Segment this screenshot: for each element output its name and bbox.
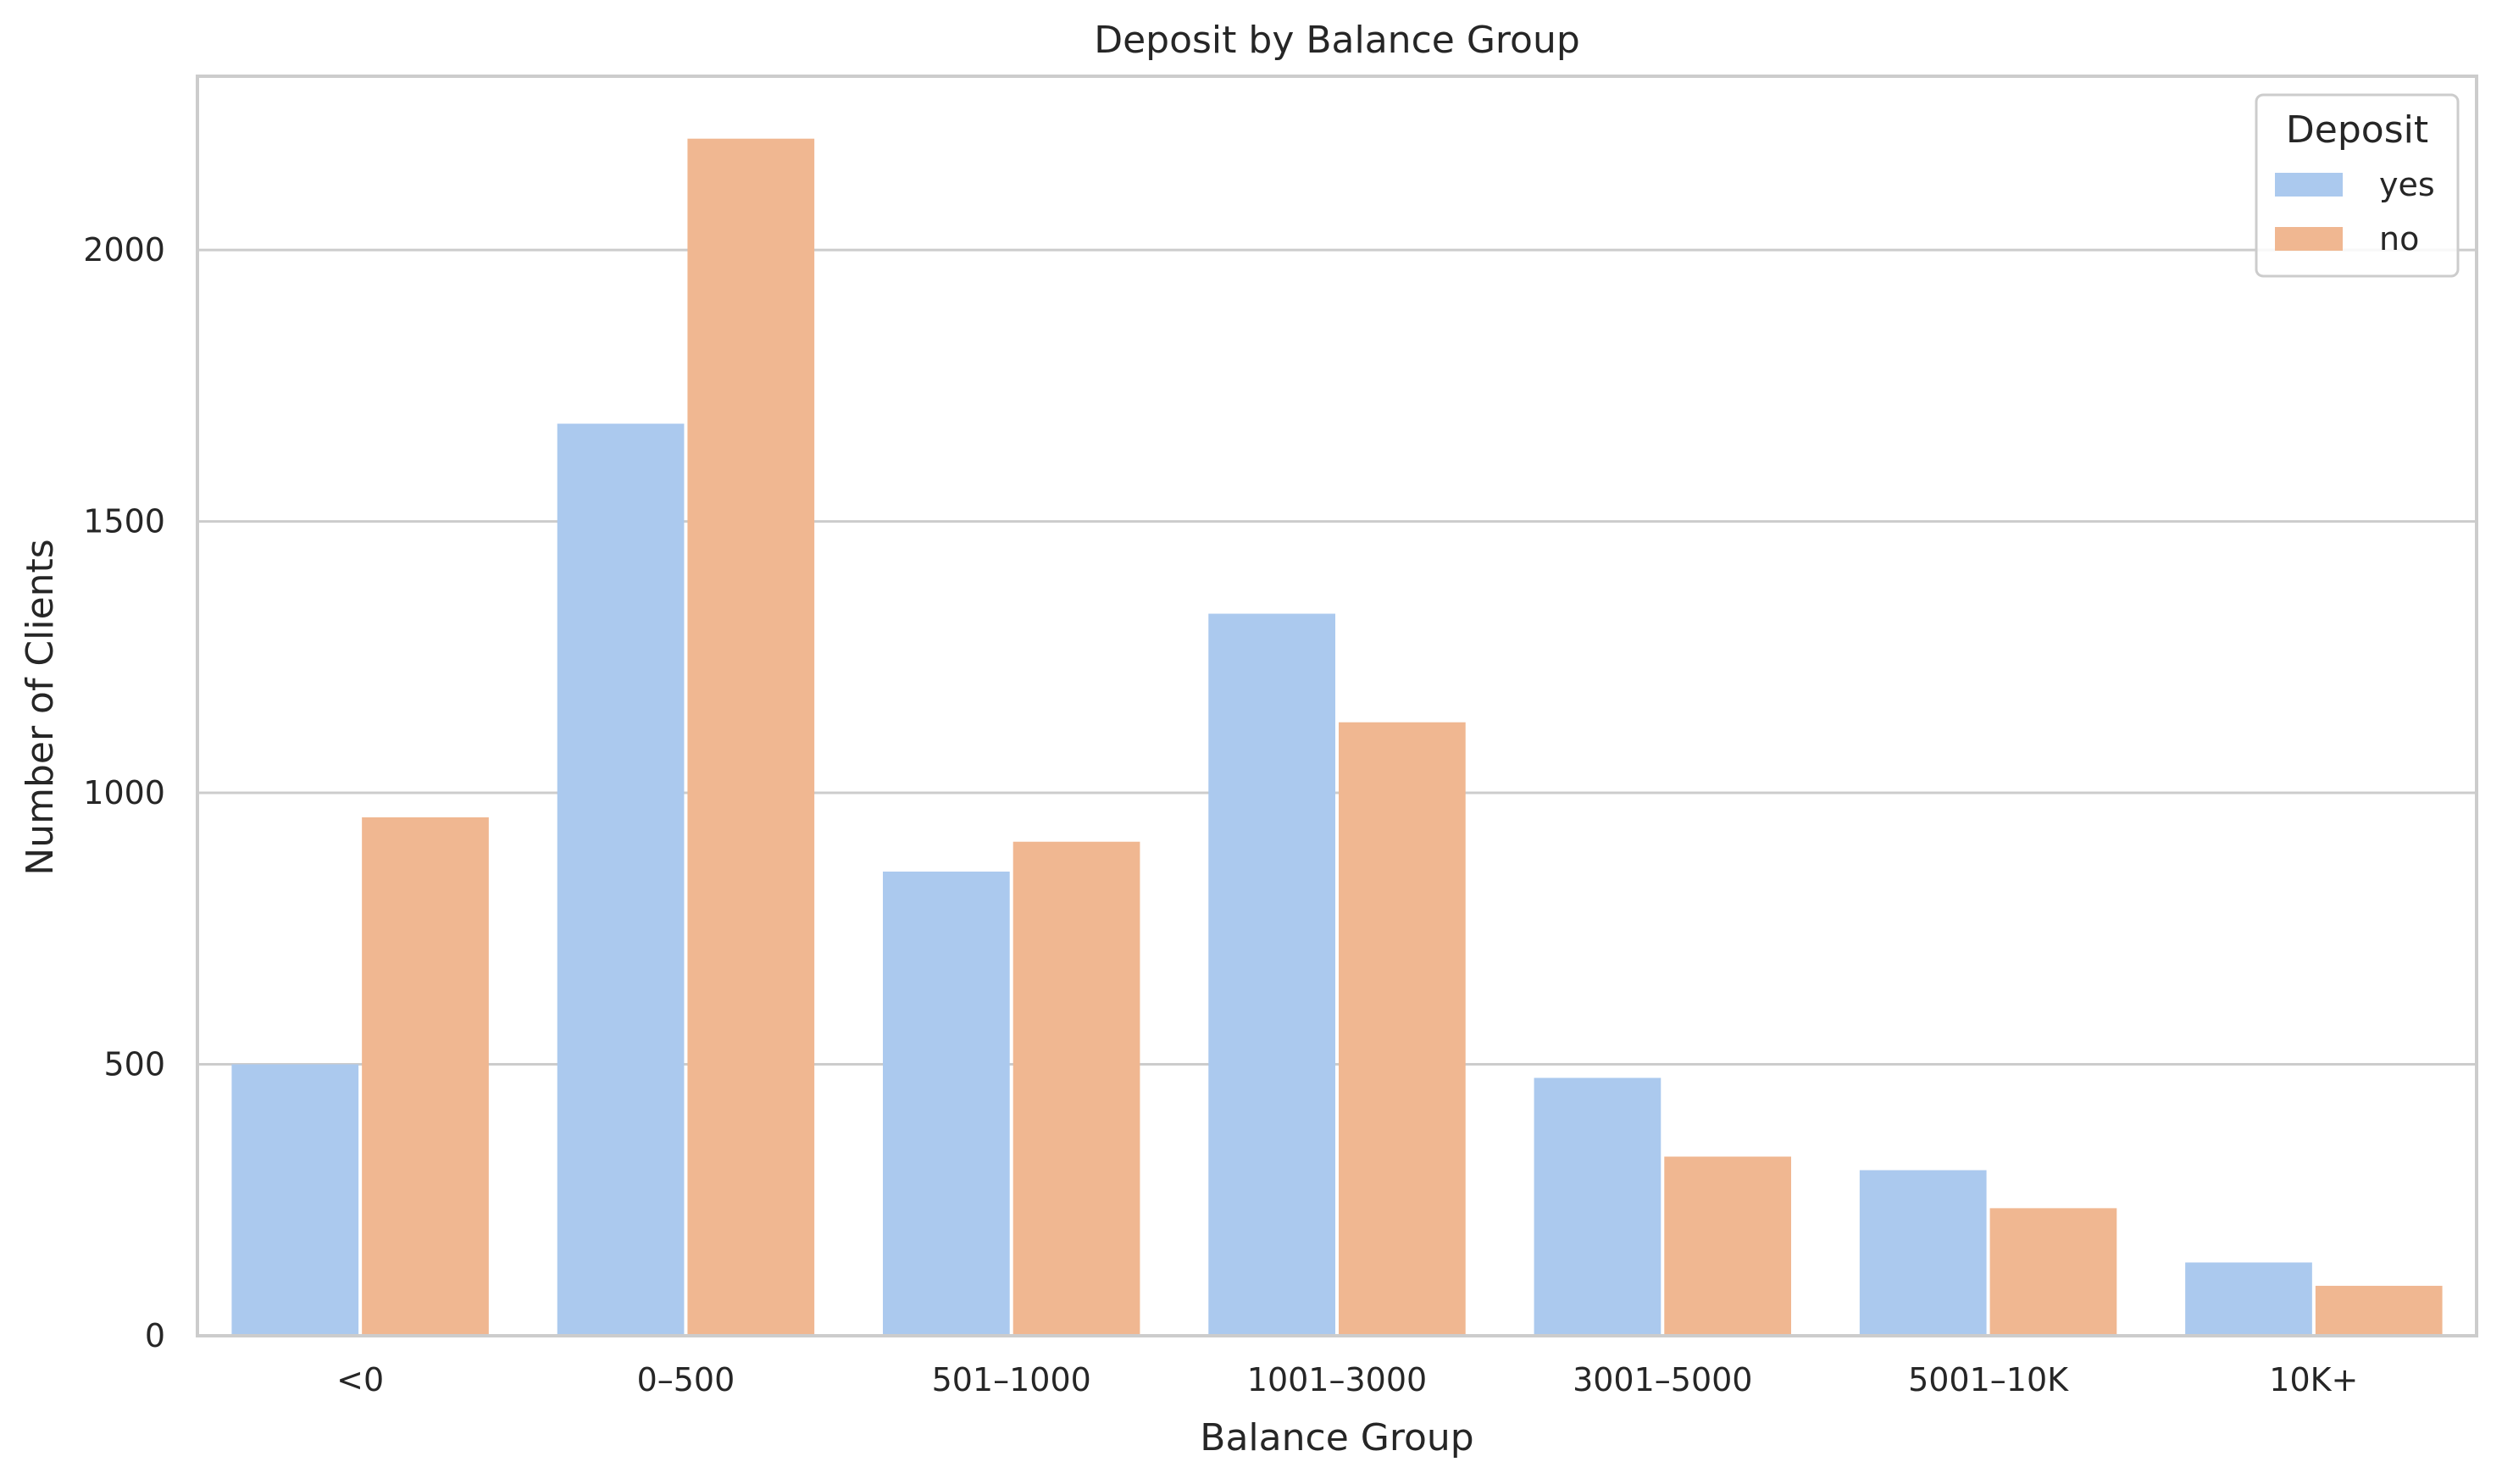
bar-no-5	[1989, 1208, 2117, 1336]
bar-yes-6	[2185, 1262, 2312, 1336]
y-tick-label: 1000	[83, 774, 165, 811]
y-tick-label: 1500	[83, 503, 165, 540]
legend-swatch-no	[2275, 227, 2343, 251]
grid-lines	[197, 248, 2477, 1066]
bar-yes-0	[231, 1064, 359, 1336]
x-axis-title: Balance Group	[1200, 1416, 1473, 1459]
bar-no-0	[362, 817, 489, 1336]
bar-yes-1	[557, 424, 685, 1336]
bar-yes-5	[1859, 1170, 1987, 1336]
y-axis-title: Number of Clients	[19, 539, 62, 875]
plot-frame	[196, 75, 2478, 1337]
x-tick-labels: <0 0–500 501–1000 1001–3000 3001–5000 5001–10…	[336, 1361, 2358, 1398]
bar-no-6	[2315, 1286, 2443, 1336]
x-tick-label: 501–1000	[932, 1361, 1091, 1398]
y-tick-label: 0	[145, 1317, 165, 1354]
legend-title: Deposit	[2286, 108, 2428, 152]
y-tick-label: 500	[103, 1046, 165, 1083]
bar-yes-3	[1208, 613, 1335, 1336]
y-tick-labels: 0 500 1000 1500 2000	[83, 231, 165, 1354]
legend-swatch-yes	[2275, 173, 2343, 197]
chart-title: Deposit by Balance Group	[1094, 19, 1580, 62]
legend: Deposit yes no	[2255, 93, 2460, 278]
bar-no-4	[1664, 1156, 1791, 1336]
x-tick-label: 10K+	[2269, 1361, 2358, 1398]
x-tick-label: <0	[336, 1361, 384, 1398]
bar-yes-4	[1534, 1077, 1662, 1336]
bar-no-2	[1012, 841, 1140, 1336]
x-tick-label: 5001–10K	[1908, 1361, 2069, 1398]
bars	[231, 138, 2443, 1337]
bar-no-1	[687, 138, 815, 1337]
legend-label-yes: yes	[2379, 166, 2435, 203]
bar-yes-2	[883, 871, 1010, 1336]
legend-label-no: no	[2379, 220, 2419, 257]
bar-no-3	[1339, 722, 1466, 1336]
y-tick-label: 2000	[83, 231, 165, 269]
x-tick-label: 3001–5000	[1573, 1361, 1752, 1398]
x-tick-label: 0–500	[637, 1361, 735, 1398]
x-tick-label: 1001–3000	[1247, 1361, 1427, 1398]
